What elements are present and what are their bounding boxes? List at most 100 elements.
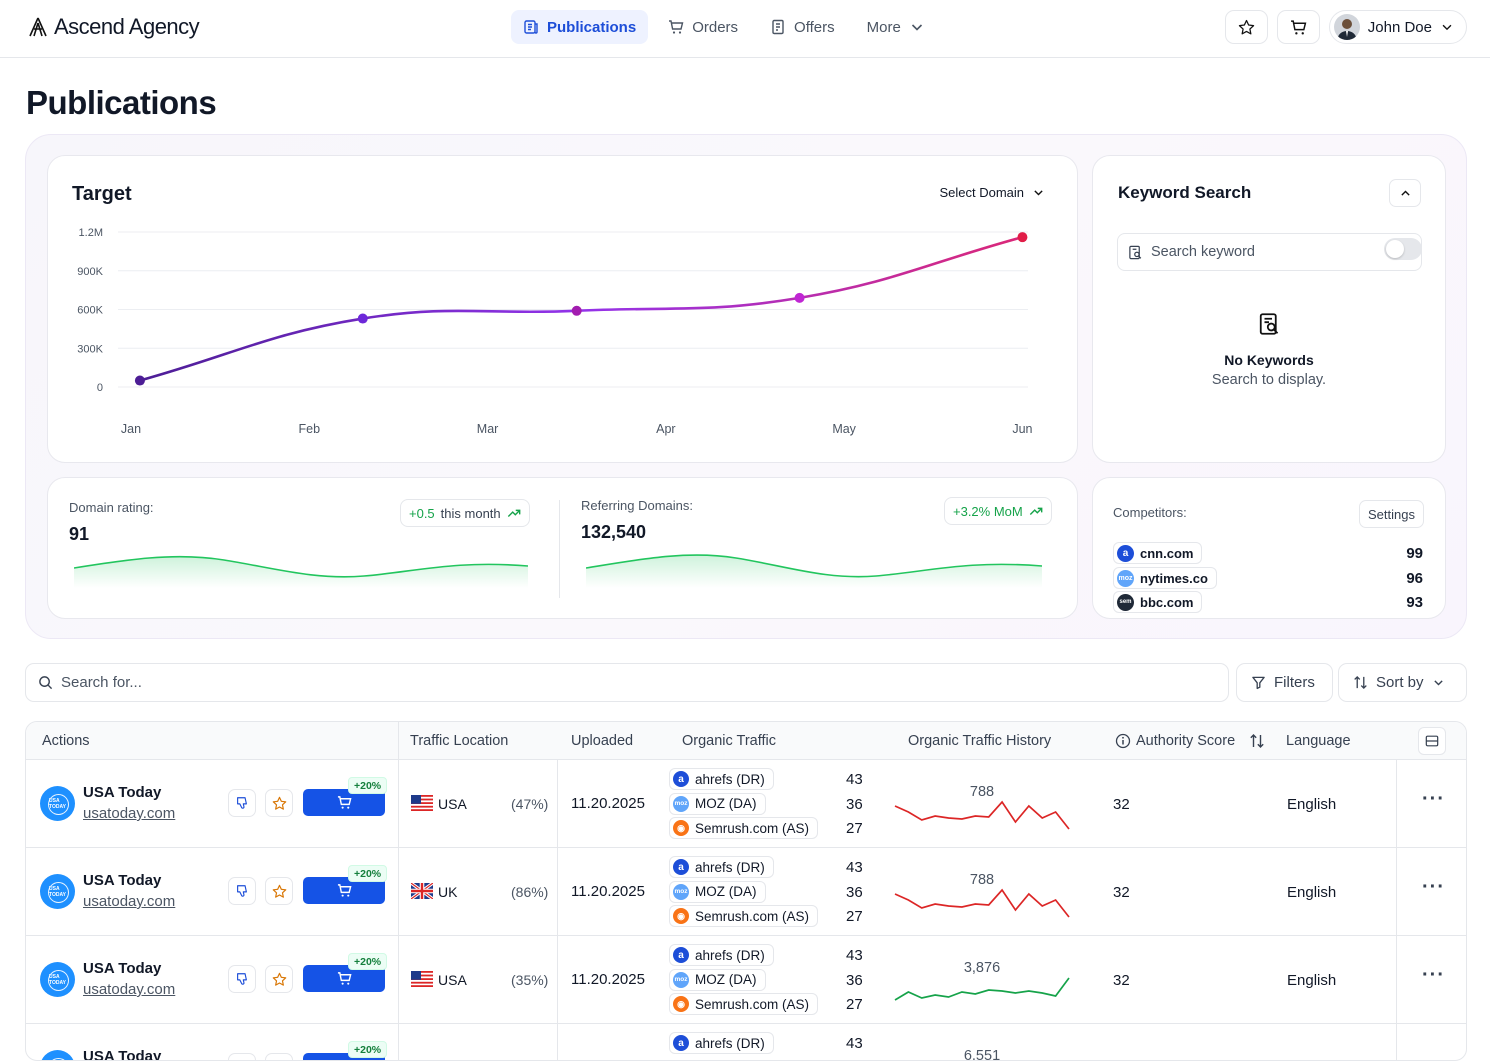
moz-icon: moz [673, 884, 689, 900]
x-tick-label: Jun [1012, 422, 1032, 436]
thumbs-down-icon [235, 972, 249, 986]
cart-icon [337, 795, 352, 810]
traffic-share: (47%) [511, 796, 548, 812]
cart-icon [337, 883, 352, 898]
data-point [572, 306, 582, 316]
top-actions: John Doe [1225, 10, 1467, 44]
document-search-icon [1128, 245, 1143, 260]
data-point [795, 293, 805, 303]
row-more-menu-button[interactable]: ··· [1422, 964, 1445, 987]
organic-metric-value: 36 [846, 884, 863, 901]
dislike-button[interactable] [228, 877, 256, 905]
authority-score: 32 [1113, 796, 1130, 813]
traffic-share: (86%) [511, 884, 548, 900]
sort-icon[interactable] [1249, 733, 1265, 753]
competitors-card: Competitors: Settings a cnn.com 99 moz n… [1092, 477, 1446, 619]
keyword-search-input[interactable]: Search keyword [1117, 233, 1422, 271]
flag-uk-icon [411, 883, 433, 899]
referring-domains-value: 132,540 [581, 522, 693, 543]
star-icon [272, 972, 287, 987]
x-tick-label: Feb [299, 422, 321, 436]
column-language: Language [1286, 733, 1351, 749]
domain-rating-value: 91 [69, 524, 154, 545]
favorite-button[interactable] [265, 1053, 293, 1061]
app-logo[interactable]: Ascend Agency [28, 14, 199, 40]
page-title: Publications [26, 84, 216, 122]
nav-more[interactable]: More [855, 10, 937, 44]
data-point [358, 314, 368, 324]
publication-url[interactable]: usatoday.com [83, 805, 175, 822]
sort-icon [1353, 675, 1368, 690]
column-organic-traffic: Organic Traffic [682, 733, 776, 749]
sort-by-button[interactable]: Sort by [1338, 663, 1467, 702]
collapse-button[interactable] [1389, 179, 1421, 207]
thumbs-down-icon [235, 796, 249, 810]
publications-icon [523, 19, 539, 35]
logo-icon [28, 17, 48, 37]
info-icon [1115, 733, 1131, 753]
columns-toggle-button[interactable] [1418, 727, 1446, 755]
publication-name[interactable]: USA Today [83, 872, 161, 889]
publication-url[interactable]: usatoday.com [83, 981, 175, 998]
cart-button[interactable] [1277, 10, 1320, 44]
traffic-share: (35%) [511, 972, 548, 988]
publication-name[interactable]: USA Today [83, 784, 161, 801]
discount-badge: +20% [348, 865, 387, 882]
favorites-button[interactable] [1225, 10, 1268, 44]
publication-url[interactable]: usatoday.com [83, 893, 175, 910]
organic-metric-value: 27 [846, 908, 863, 925]
filters-button[interactable]: Filters [1236, 663, 1333, 702]
traffic-country: UK [438, 884, 457, 900]
avatar [1334, 14, 1360, 40]
user-menu[interactable]: John Doe [1329, 10, 1467, 44]
favorite-button[interactable] [265, 789, 293, 817]
dislike-button[interactable] [228, 789, 256, 817]
table-search-input[interactable]: Search for... [25, 663, 1229, 702]
domain-rating-block: Domain rating: 91 [69, 500, 154, 545]
organic-metric-value: 43 [846, 947, 863, 964]
organic-metric-badge: ◉Semrush.com (AS) [669, 817, 818, 839]
trend-up-icon [507, 506, 521, 520]
discount-badge: +20% [348, 953, 387, 970]
authority-score: 32 [1113, 972, 1130, 989]
dislike-button[interactable] [228, 1053, 256, 1061]
nav-orders[interactable]: Orders [656, 10, 750, 44]
favorite-button[interactable] [265, 965, 293, 993]
organic-metric-value: 27 [846, 820, 863, 837]
dislike-button[interactable] [228, 965, 256, 993]
publication-name[interactable]: USA Today [83, 1048, 161, 1061]
language: English [1287, 796, 1336, 813]
ahrefs-icon: a [673, 859, 689, 875]
columns-icon [1425, 734, 1439, 748]
competitor-item[interactable]: sem bbc.com [1113, 591, 1202, 613]
referring-domains-label: Referring Domains: [581, 498, 693, 513]
competitor-item[interactable]: a cnn.com [1113, 542, 1202, 564]
row-more-menu-button[interactable]: ··· [1422, 788, 1445, 811]
cart-icon [1290, 19, 1307, 36]
traffic-history-sparkline [894, 798, 1070, 832]
ahrefs-icon: a [1117, 545, 1134, 562]
favorite-button[interactable] [265, 877, 293, 905]
competitors-settings-button[interactable]: Settings [1359, 500, 1424, 528]
referring-domains-sparkline [586, 548, 1042, 588]
publication-name[interactable]: USA Today [83, 960, 161, 977]
organic-metric-value: 43 [846, 1035, 863, 1052]
nav-publications[interactable]: Publications [511, 10, 648, 44]
stats-divider [559, 500, 560, 598]
competitor-item[interactable]: moz nytimes.co [1113, 567, 1217, 589]
sparkline-path [895, 890, 1069, 917]
organic-metric-badge: ◉Semrush.com (AS) [669, 993, 818, 1015]
column-authority-score[interactable]: Authority Score [1136, 733, 1235, 749]
row-more-menu-button[interactable]: ··· [1422, 876, 1445, 899]
nav-offers[interactable]: Offers [758, 10, 847, 44]
traffic-country: USA [438, 972, 467, 988]
keyword-toggle[interactable] [1384, 238, 1422, 260]
chevron-down-icon [909, 19, 925, 35]
